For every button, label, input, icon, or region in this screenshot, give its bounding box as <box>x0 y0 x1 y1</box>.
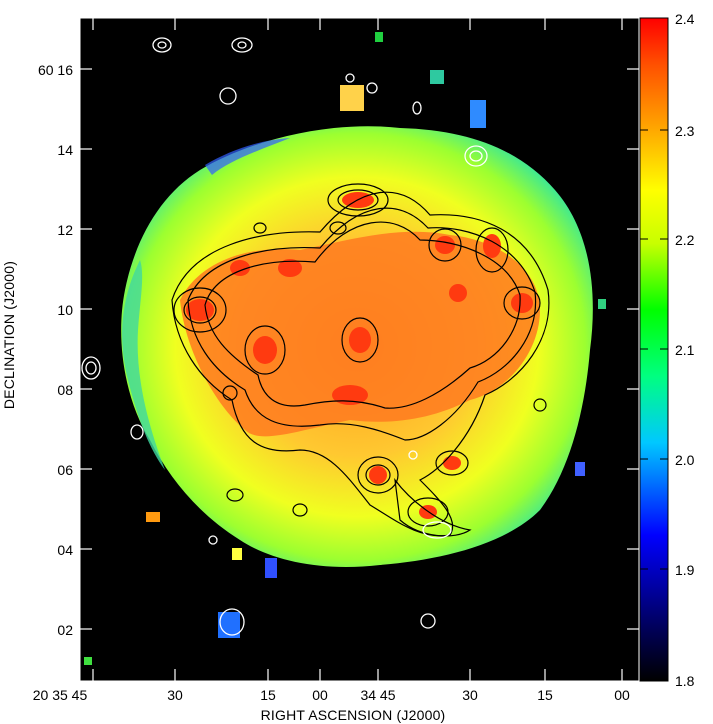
ra-tick-label: 30 <box>167 687 183 703</box>
outer-specks <box>84 32 606 665</box>
white-contours <box>81 37 488 636</box>
dec-tick-labels: 60 16 14 12 10 08 06 04 02 <box>38 62 73 638</box>
ra-tick-marks <box>92 18 623 681</box>
colorbar-tick-label: 1.9 <box>675 562 695 578</box>
contour-lines <box>171 183 550 537</box>
nebula-blue-rim <box>205 138 290 175</box>
dec-tick-label: 60 16 <box>38 62 73 78</box>
colorbar-tick-label: 2.2 <box>675 232 695 248</box>
colorbar-tick-label: 2.0 <box>675 452 695 468</box>
colorbar-tick-marks <box>640 17 668 681</box>
dec-tick-label: 04 <box>57 542 73 558</box>
ra-tick-label: 20 35 45 <box>33 687 88 703</box>
dec-tick-label: 06 <box>57 462 73 478</box>
x-axis-title: RIGHT ASCENSION (J2000) <box>261 707 446 723</box>
dec-tick-marks <box>80 68 639 630</box>
colorbar-tick-label: 2.1 <box>675 342 695 358</box>
colorbar-tick-label: 2.3 <box>675 123 695 139</box>
dec-tick-label: 02 <box>57 622 73 638</box>
dec-tick-label: 08 <box>57 382 73 398</box>
ra-tick-label: 15 <box>537 687 553 703</box>
dec-tick-label: 14 <box>57 142 73 158</box>
ra-tick-label: 15 <box>260 687 276 703</box>
dec-tick-label: 10 <box>57 302 73 318</box>
colorbar-tick-label: 2.4 <box>675 11 695 27</box>
colorbar: 2.4 2.3 2.2 2.1 2.0 1.9 1.8 <box>639 11 695 689</box>
ra-tick-label: 34 45 <box>360 687 395 703</box>
sky-map <box>79 17 640 682</box>
red-knots <box>186 192 533 519</box>
y-axis-title: DECLINATION (J2000) <box>1 261 17 409</box>
ra-tick-label: 30 <box>462 687 478 703</box>
plot-frame <box>79 17 640 682</box>
dec-tick-label: 12 <box>57 222 73 238</box>
ra-tick-labels: 20 35 45 30 15 00 34 45 30 15 00 <box>33 687 630 703</box>
ra-tick-label: 00 <box>312 687 328 703</box>
nebula-left-edge <box>122 260 165 470</box>
ra-tick-label: 00 <box>614 687 630 703</box>
colorbar-tick-label: 1.8 <box>675 673 695 689</box>
